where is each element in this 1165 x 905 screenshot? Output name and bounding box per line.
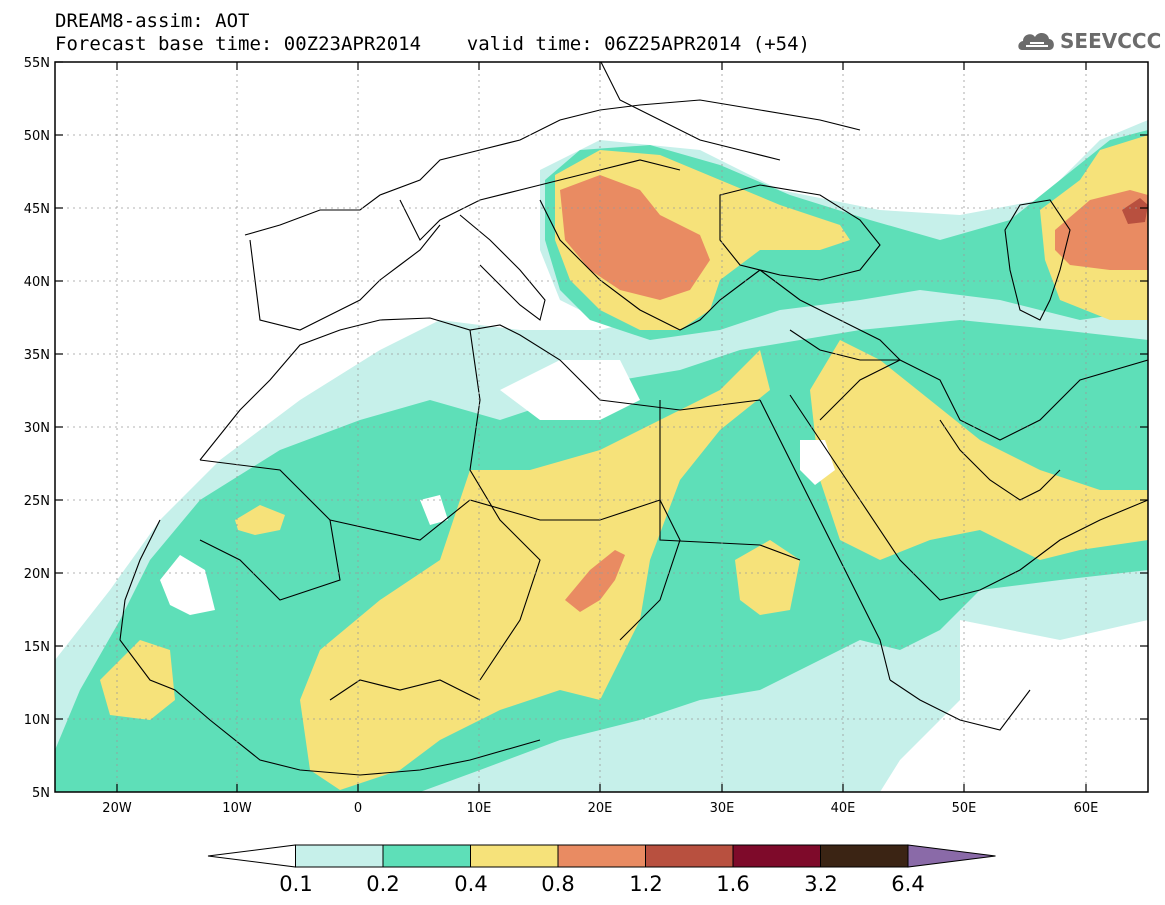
aot-region-orange-balkans	[560, 175, 710, 300]
lon-label: 20E	[588, 801, 613, 816]
lat-label: 55N	[24, 56, 50, 71]
lat-label: 50N	[24, 129, 50, 144]
border-8	[329, 679, 481, 701]
coast-europe	[244, 99, 861, 236]
lon-label: 50E	[952, 801, 977, 816]
lat-label: 5N	[32, 786, 50, 801]
latitude-labels: 55N 50N 45N 40N 35N 30N 25N 20N 15N 10N …	[24, 56, 50, 801]
aot-field	[55, 120, 1148, 792]
colorbar	[207, 844, 996, 868]
coast-red-sea	[759, 399, 891, 681]
aot-region-darkred-caspian	[1122, 198, 1148, 224]
colorbar-segment	[557, 844, 646, 868]
forecast-time-info: Forecast base time: 00Z23APR2014 valid t…	[55, 33, 810, 55]
border-5	[819, 359, 1148, 441]
border-6	[399, 159, 681, 241]
border-7	[600, 62, 781, 161]
lat-label: 45N	[24, 202, 50, 217]
coast-black-sea	[719, 184, 881, 281]
coast-italy	[459, 214, 546, 321]
lat-label: 40N	[24, 275, 50, 290]
coastlines-borders	[119, 62, 1148, 776]
lon-label: 0	[354, 801, 362, 816]
colorbar-segment	[820, 844, 909, 868]
aot-region-clear-1	[160, 555, 215, 615]
aot-region-clear-3	[500, 360, 640, 420]
aot-region-yellow-arabia	[810, 340, 1148, 560]
graticule	[55, 62, 1148, 792]
axis-ticks	[55, 61, 1148, 792]
colorbar-segment	[732, 844, 821, 868]
lon-label: 30E	[710, 801, 735, 816]
longitude-labels: 20W 10W 0 10E 20E 30E 40E 50E 60E	[102, 801, 1098, 816]
aot-region-orange-sahara	[565, 550, 625, 612]
coast-east-africa	[889, 679, 1031, 731]
colorbar-segment	[382, 844, 471, 868]
aot-region-clear-2	[420, 495, 448, 525]
coast-iberia	[249, 224, 441, 331]
aot-region-yellow-center	[735, 540, 800, 615]
coast-gulf	[939, 419, 1061, 501]
lon-label: 40E	[831, 801, 856, 816]
coast-caspian	[1004, 199, 1071, 321]
aot-region-yellow-west2	[235, 505, 285, 535]
colorbar-label: 0.8	[541, 872, 575, 896]
colorbar-label: 0.4	[454, 872, 488, 896]
lon-label: 10E	[467, 801, 492, 816]
border-4	[659, 400, 801, 561]
lat-label: 15N	[24, 640, 50, 655]
cloud-logo-icon	[1018, 33, 1054, 50]
border-3	[469, 329, 541, 681]
colorbar-arrow-low	[207, 844, 296, 868]
coast-west-africa	[119, 519, 541, 776]
seevccc-logo-text: SEEVCCC	[1060, 29, 1162, 53]
border-1	[199, 459, 341, 601]
coast-balkans	[539, 199, 761, 331]
lat-label: 25N	[24, 494, 50, 509]
colorbar-label: 3.2	[804, 872, 838, 896]
lat-label: 35N	[24, 348, 50, 363]
colorbar-label: 0.2	[366, 872, 400, 896]
aot-region-yellow-sahel	[300, 350, 770, 790]
lat-label: 10N	[24, 713, 50, 728]
colorbar-label: 1.6	[716, 872, 750, 896]
colorbar-segment	[645, 844, 734, 868]
colorbar-arrow-high	[907, 844, 996, 868]
lat-label: 30N	[24, 421, 50, 436]
colorbar-segment	[470, 844, 559, 868]
lon-label: 20W	[102, 801, 132, 816]
colorbar-label: 6.4	[891, 872, 925, 896]
aot-region-clear-4	[800, 440, 835, 485]
colorbar-segment	[295, 844, 384, 868]
map-title: DREAM8-assim: AOT	[55, 10, 250, 32]
lon-label: 10W	[222, 801, 252, 816]
colorbar-label: 0.1	[279, 872, 313, 896]
coast-anatolia	[759, 269, 902, 361]
aot-region-yellow-west	[100, 640, 175, 720]
lat-label: 20N	[24, 567, 50, 582]
colorbar-label: 1.2	[629, 872, 663, 896]
coast-arabia	[789, 394, 1148, 601]
lon-label: 60E	[1074, 801, 1099, 816]
